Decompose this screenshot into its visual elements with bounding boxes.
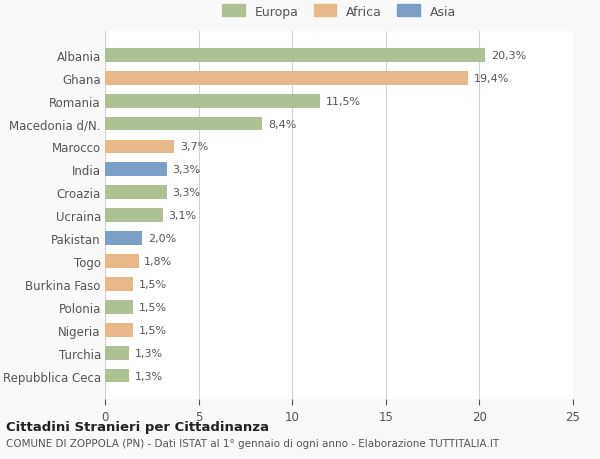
Text: 1,5%: 1,5% [139,302,167,312]
Bar [105,72,468,85]
Text: 1,5%: 1,5% [139,280,167,289]
Bar [105,232,142,246]
Text: 2,0%: 2,0% [148,234,176,244]
Legend: Europa, Africa, Asia: Europa, Africa, Asia [218,1,460,22]
Text: 3,7%: 3,7% [180,142,208,152]
Text: 3,1%: 3,1% [169,211,197,221]
Bar [105,95,320,108]
Text: 11,5%: 11,5% [326,96,361,106]
Text: 1,3%: 1,3% [135,371,163,381]
Bar [105,369,130,383]
Bar [105,300,133,314]
Text: COMUNE DI ZOPPOLA (PN) - Dati ISTAT al 1° gennaio di ogni anno - Elaborazione TU: COMUNE DI ZOPPOLA (PN) - Dati ISTAT al 1… [6,438,499,448]
Bar [105,346,130,360]
Text: 1,8%: 1,8% [145,257,173,266]
Bar [105,209,163,223]
Text: 3,3%: 3,3% [172,188,200,198]
Text: 19,4%: 19,4% [474,73,509,84]
Text: Cittadini Stranieri per Cittadinanza: Cittadini Stranieri per Cittadinanza [6,420,269,433]
Bar [105,140,174,154]
Bar [105,118,262,131]
Bar [105,323,133,337]
Bar [105,255,139,269]
Text: 3,3%: 3,3% [172,165,200,175]
Bar [105,186,167,200]
Bar [105,163,167,177]
Text: 1,3%: 1,3% [135,348,163,358]
Bar [105,49,485,62]
Text: 1,5%: 1,5% [139,325,167,335]
Bar [105,277,133,291]
Text: 8,4%: 8,4% [268,119,296,129]
Text: 20,3%: 20,3% [491,50,526,61]
